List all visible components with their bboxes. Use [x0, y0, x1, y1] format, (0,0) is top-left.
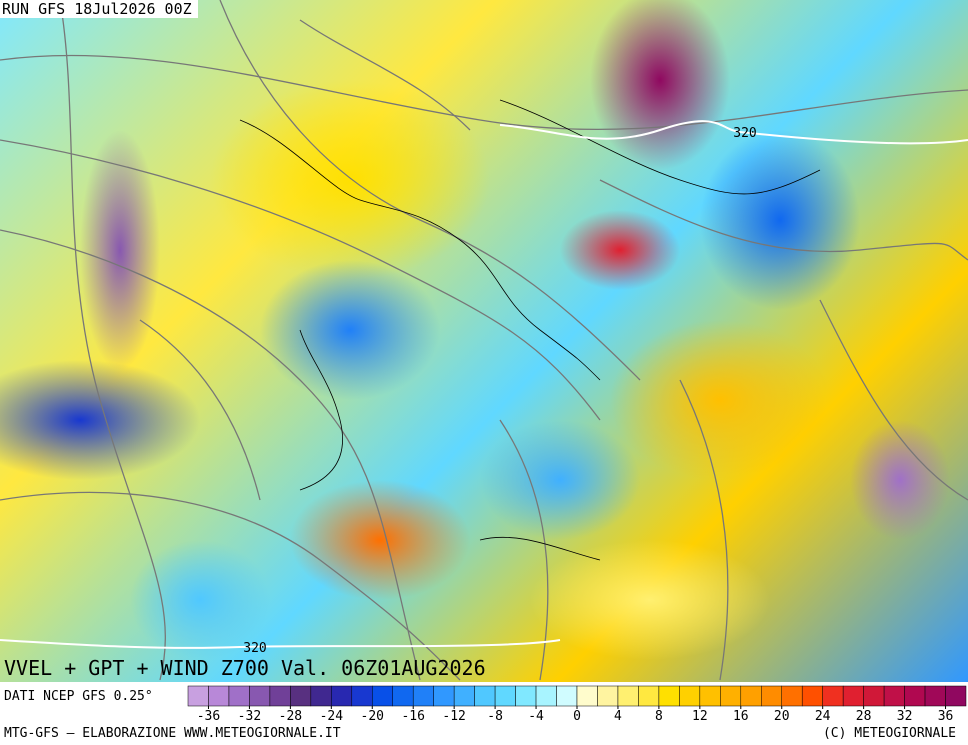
colorbar: -36 -32 -28 -24 -20 -16 -12 -8 -4 0 4 8 12 16 20 24 28 32…: [187, 685, 967, 724]
colorbar-bin: [515, 685, 537, 707]
colorbar-tick-label: 16: [733, 709, 749, 724]
colorbar-tick-label: 28: [856, 709, 872, 724]
colorbar-bin: [761, 685, 782, 707]
colorbar-tick-label: 4: [614, 709, 622, 724]
colorbar-bin: [372, 685, 393, 707]
colorbar-bin: [863, 685, 885, 707]
colorbar-tick-label: -24: [320, 709, 344, 724]
colorbar-tick-label: -28: [279, 709, 302, 724]
footer-left: MTG-GFS — ELABORAZIONE WWW.METEOGIORNALE…: [4, 726, 341, 741]
colorbar-bin: [597, 685, 619, 707]
colorbar-bin: [290, 685, 312, 707]
colorbar-tick-label: -4: [528, 709, 544, 724]
colorbar-bin: [412, 685, 434, 707]
colorbar-bin: [842, 685, 864, 707]
vvel-field: [0, 0, 968, 682]
colorbar-bin: [331, 685, 353, 707]
colorbar-tick-label: -16: [401, 709, 424, 724]
colorbar-bin: [883, 685, 905, 707]
colorbar-bin: [576, 685, 598, 707]
streamlines: [0, 0, 968, 681]
colorbar-bin: [781, 685, 803, 707]
colorbar-bin: [658, 685, 680, 707]
colorbar-bin: [556, 685, 578, 707]
contour-label: 320: [733, 126, 756, 141]
run-label: RUN GFS 18Jul2026 00Z: [0, 0, 198, 18]
map-title: VVEL + GPT + WIND Z700 Val. 06Z01AUG2026: [4, 656, 486, 680]
colorbar-bin: [228, 685, 250, 707]
colorbar-tick-label: 32: [897, 709, 913, 724]
source-label: DATI NCEP GFS 0.25°: [4, 689, 153, 704]
colorbar-bin: [679, 685, 701, 707]
colorbar-tick-label: 36: [938, 709, 954, 724]
colorbar-bin: [494, 685, 516, 707]
colorbar-bin: [433, 685, 455, 707]
colorbar-tick-label: 8: [655, 709, 663, 724]
colorbar-bin: [699, 685, 721, 707]
colorbar-bin: [351, 685, 373, 707]
colorbar-bin: [904, 685, 926, 707]
colorbar-bin: [924, 685, 946, 707]
contour-label: 320: [243, 641, 266, 656]
colorbar-bin: [740, 685, 762, 707]
colorbar-tick-label: -8: [487, 709, 503, 724]
colorbar-bin: [310, 685, 332, 707]
colorbar-tick-label: 0: [573, 709, 581, 724]
colorbar-tick-label: -36: [197, 709, 220, 724]
colorbar-bin: [617, 685, 639, 707]
coastlines: [239, 99, 821, 561]
colorbar-tick-label: -32: [238, 709, 261, 724]
colorbar-tick-label: 20: [774, 709, 790, 724]
colorbar-bin: [822, 685, 844, 707]
colorbar-bin: [535, 685, 557, 707]
colorbar-tick-label: 24: [815, 709, 831, 724]
colorbar-bin: [801, 685, 823, 707]
colorbar-tick-label: -20: [361, 709, 384, 724]
colorbar-bin: [474, 685, 496, 707]
colorbar-bin: [187, 685, 209, 707]
colorbar-tick-label: -12: [442, 709, 465, 724]
colorbar-bin: [249, 685, 271, 707]
colorbar-bin: [638, 685, 660, 707]
geopotential-contours: [0, 120, 968, 649]
colorbar-bin: [208, 685, 230, 707]
colorbar-bin: [392, 685, 414, 707]
colorbar-bin: [269, 685, 291, 707]
colorbar-tick-label: 12: [692, 709, 708, 724]
colorbar-bin: [945, 685, 967, 707]
footer-right: (C) METEOGIORNALE: [822, 726, 956, 741]
colorbar-bin: [453, 685, 475, 707]
colorbar-bin: [720, 685, 742, 707]
